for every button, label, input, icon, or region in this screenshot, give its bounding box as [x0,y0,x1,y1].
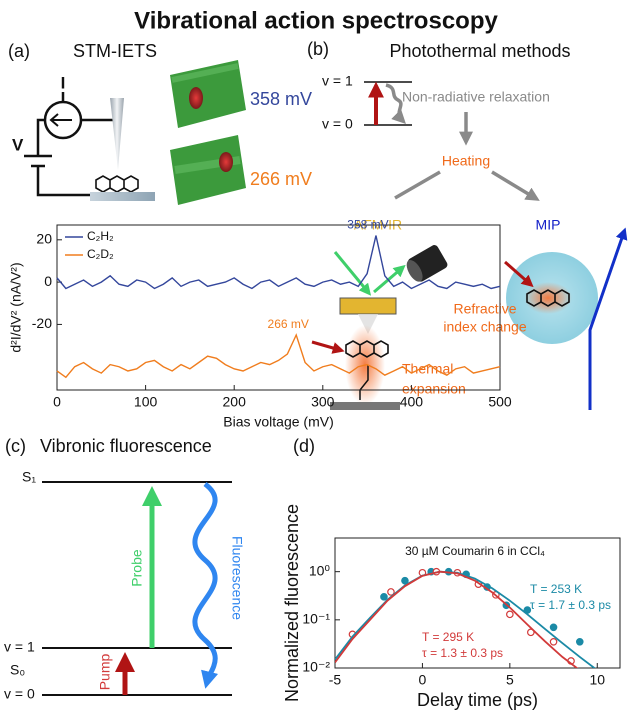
legend-label: C₂D₂ [87,247,114,261]
relaxation-arrow [386,85,402,120]
panel-title: Photothermal methods [389,41,570,61]
x-tick-label: 10 [589,672,605,688]
chart-note: 30 µM Coumarin 6 in CCl₄ [405,544,545,558]
y-tick-label: 0 [44,273,52,289]
chart-note: T = 253 K [530,582,582,596]
x-axis-label: Bias voltage (mV) [223,414,333,430]
panel-title: STM-IETS [73,41,157,61]
x-axis-label: Delay time (ps) [417,690,538,710]
x-tick-label: 5 [506,672,514,688]
chart-note: τ = 1.3 ± 0.3 ps [422,646,503,660]
data-point [550,639,556,645]
level-label: v = 0 [4,686,35,702]
fluorescence-label: Fluorescence [229,536,245,620]
data-point [550,624,556,630]
y-tick-label: -20 [32,315,52,331]
image-label: 358 mV [250,89,312,109]
molecule [96,176,138,192]
data-point [507,611,513,617]
x-tick-label: 200 [223,394,247,410]
stm-image [170,60,246,205]
figure: Vibrational action spectroscopy (a) STM-… [0,0,632,715]
x-tick-label: 0 [53,394,61,410]
method-label: MIP [536,217,561,233]
heating-label: Heating [442,153,490,169]
x-tick-label: 400 [400,394,424,410]
panel-label: (b) [307,39,329,59]
fluorescence-arrow [195,484,215,682]
chart-note: T = 295 K [422,630,474,644]
state-label: S₀ [10,662,25,678]
chart-note: τ = 1.7 ± 0.3 ps [530,598,611,612]
stm-schematic [24,92,115,195]
x-tick-label: 500 [488,394,512,410]
peak-annotation: 266 mV [268,317,309,331]
legend-label: C₂H₂ [87,229,114,243]
panel-title: Vibronic fluorescence [40,436,212,456]
panel-label: (a) [8,41,30,61]
panel-label: (d) [293,436,315,456]
arrow [395,172,535,198]
panel-label: (c) [5,436,26,456]
relaxation-label: Non-radiative relaxation [402,89,550,105]
stm-tip [110,98,124,170]
x-tick-label: 0 [419,672,427,688]
x-tick-label: 300 [311,394,335,410]
y-tick-label: 10⁻² [302,659,330,675]
level-label: v = 0 [322,116,353,132]
y-tick-label: 10⁻¹ [302,611,330,627]
y-tick-label: 10⁰ [309,562,331,578]
voltage-label: V [12,135,24,154]
effect-label: Refractive [453,301,516,317]
data-point [402,577,408,583]
data-point [381,594,387,600]
figure-title: Vibrational action spectroscopy [134,7,498,34]
level-label: v = 1 [322,73,353,89]
pump-label: Pump [97,654,113,691]
x-tick-label: -5 [329,672,342,688]
energy-levels [42,482,232,695]
image-label: 266 mV [250,169,312,189]
y-axis-label: Normalized fluorescence [282,504,302,702]
effect-label: index change [443,319,527,335]
data-point [577,639,583,645]
peak-annotation: 358 mV [347,218,388,232]
y-tick-label: 20 [36,231,52,247]
x-tick-label: 100 [134,394,158,410]
substrate [90,192,155,201]
state-label: S₁ [22,469,36,485]
current-label: I [61,73,66,92]
y-axis-label: d²I/dV² (nA/V²) [8,262,24,352]
probe-label: Probe [129,549,145,587]
level-label: v = 1 [4,639,35,655]
